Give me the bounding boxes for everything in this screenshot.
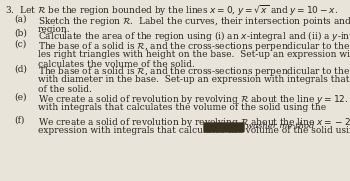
- Text: calculates the volume of the solid.: calculates the volume of the solid.: [38, 60, 195, 69]
- Text: We create a solid of revolution by revolving $\mathcal{R}$ about the line $y = 1: We create a solid of revolution by revol…: [38, 93, 350, 106]
- Text: with integrals that calculates the volume of the solid using the                : with integrals that calculates the volum…: [38, 103, 350, 112]
- Text: (f): (f): [14, 116, 24, 125]
- Text: (c): (c): [14, 40, 26, 49]
- Text: washer me-thod: washer me-thod: [246, 122, 314, 130]
- Text: Calculate the area of the region using (i) an $x$-integral and (ii) a $y$-integr: Calculate the area of the region using (…: [38, 29, 350, 43]
- Text: The base of a solid is $\mathcal{R}$, and the cross-sections perpendicular to th: The base of a solid is $\mathcal{R}$, an…: [38, 65, 350, 78]
- Text: Sketch the region $\mathcal{R}$.  Label the curves, their intersection points an: Sketch the region $\mathcal{R}$. Label t…: [38, 15, 350, 28]
- Text: (a): (a): [14, 15, 27, 24]
- Text: les right triangles with height on the base.  Set-up an expression with integral: les right triangles with height on the b…: [38, 50, 350, 59]
- Text: We create a solid of revolution by revolving $\mathcal{R}$ about the line $x = -: We create a solid of revolution by revol…: [38, 116, 350, 129]
- Text: (b): (b): [14, 29, 27, 38]
- Text: expression with integrals that calculates the volume of the solid using the wash: expression with integrals that calculate…: [38, 126, 350, 135]
- Text: (e): (e): [14, 93, 27, 102]
- Text: region.: region.: [38, 25, 71, 34]
- FancyBboxPatch shape: [204, 123, 244, 132]
- Text: 3.  Let $\mathcal{R}$ be the region bounded by the lines $x = 0$, $y = \sqrt{x}$: 3. Let $\mathcal{R}$ be the region bound…: [5, 3, 338, 18]
- Text: with diameter in the base.  Set-up an expression with integrals that calculates : with diameter in the base. Set-up an exp…: [38, 75, 350, 84]
- Text: (d): (d): [14, 65, 27, 74]
- Text: The base of a solid is $\mathcal{R}$, and the cross-sections perpendicular to th: The base of a solid is $\mathcal{R}$, an…: [38, 40, 350, 53]
- Text: of the solid.: of the solid.: [38, 85, 92, 94]
